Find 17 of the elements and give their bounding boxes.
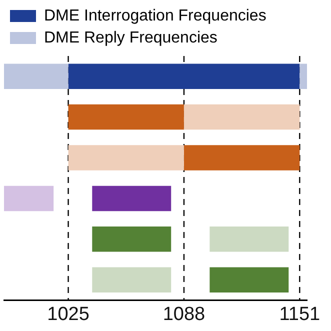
bar: [92, 186, 172, 212]
x-tick-label: 1025: [47, 304, 90, 325]
bar: [4, 186, 54, 212]
bar: [68, 145, 184, 170]
legend-label: DME Interrogation Frequencies: [44, 7, 266, 24]
bar: [184, 145, 300, 170]
legend-label: DME Reply Frequencies: [44, 29, 218, 46]
bar: [92, 226, 172, 252]
bar: [68, 64, 300, 89]
bar: [210, 267, 289, 292]
x-tick-label: 1151: [279, 304, 320, 325]
bar: [300, 64, 307, 89]
bar: [92, 267, 172, 292]
bar: [210, 226, 289, 252]
bar: [184, 104, 300, 130]
bar: [68, 104, 184, 130]
x-tick-label: 1088: [162, 304, 206, 325]
